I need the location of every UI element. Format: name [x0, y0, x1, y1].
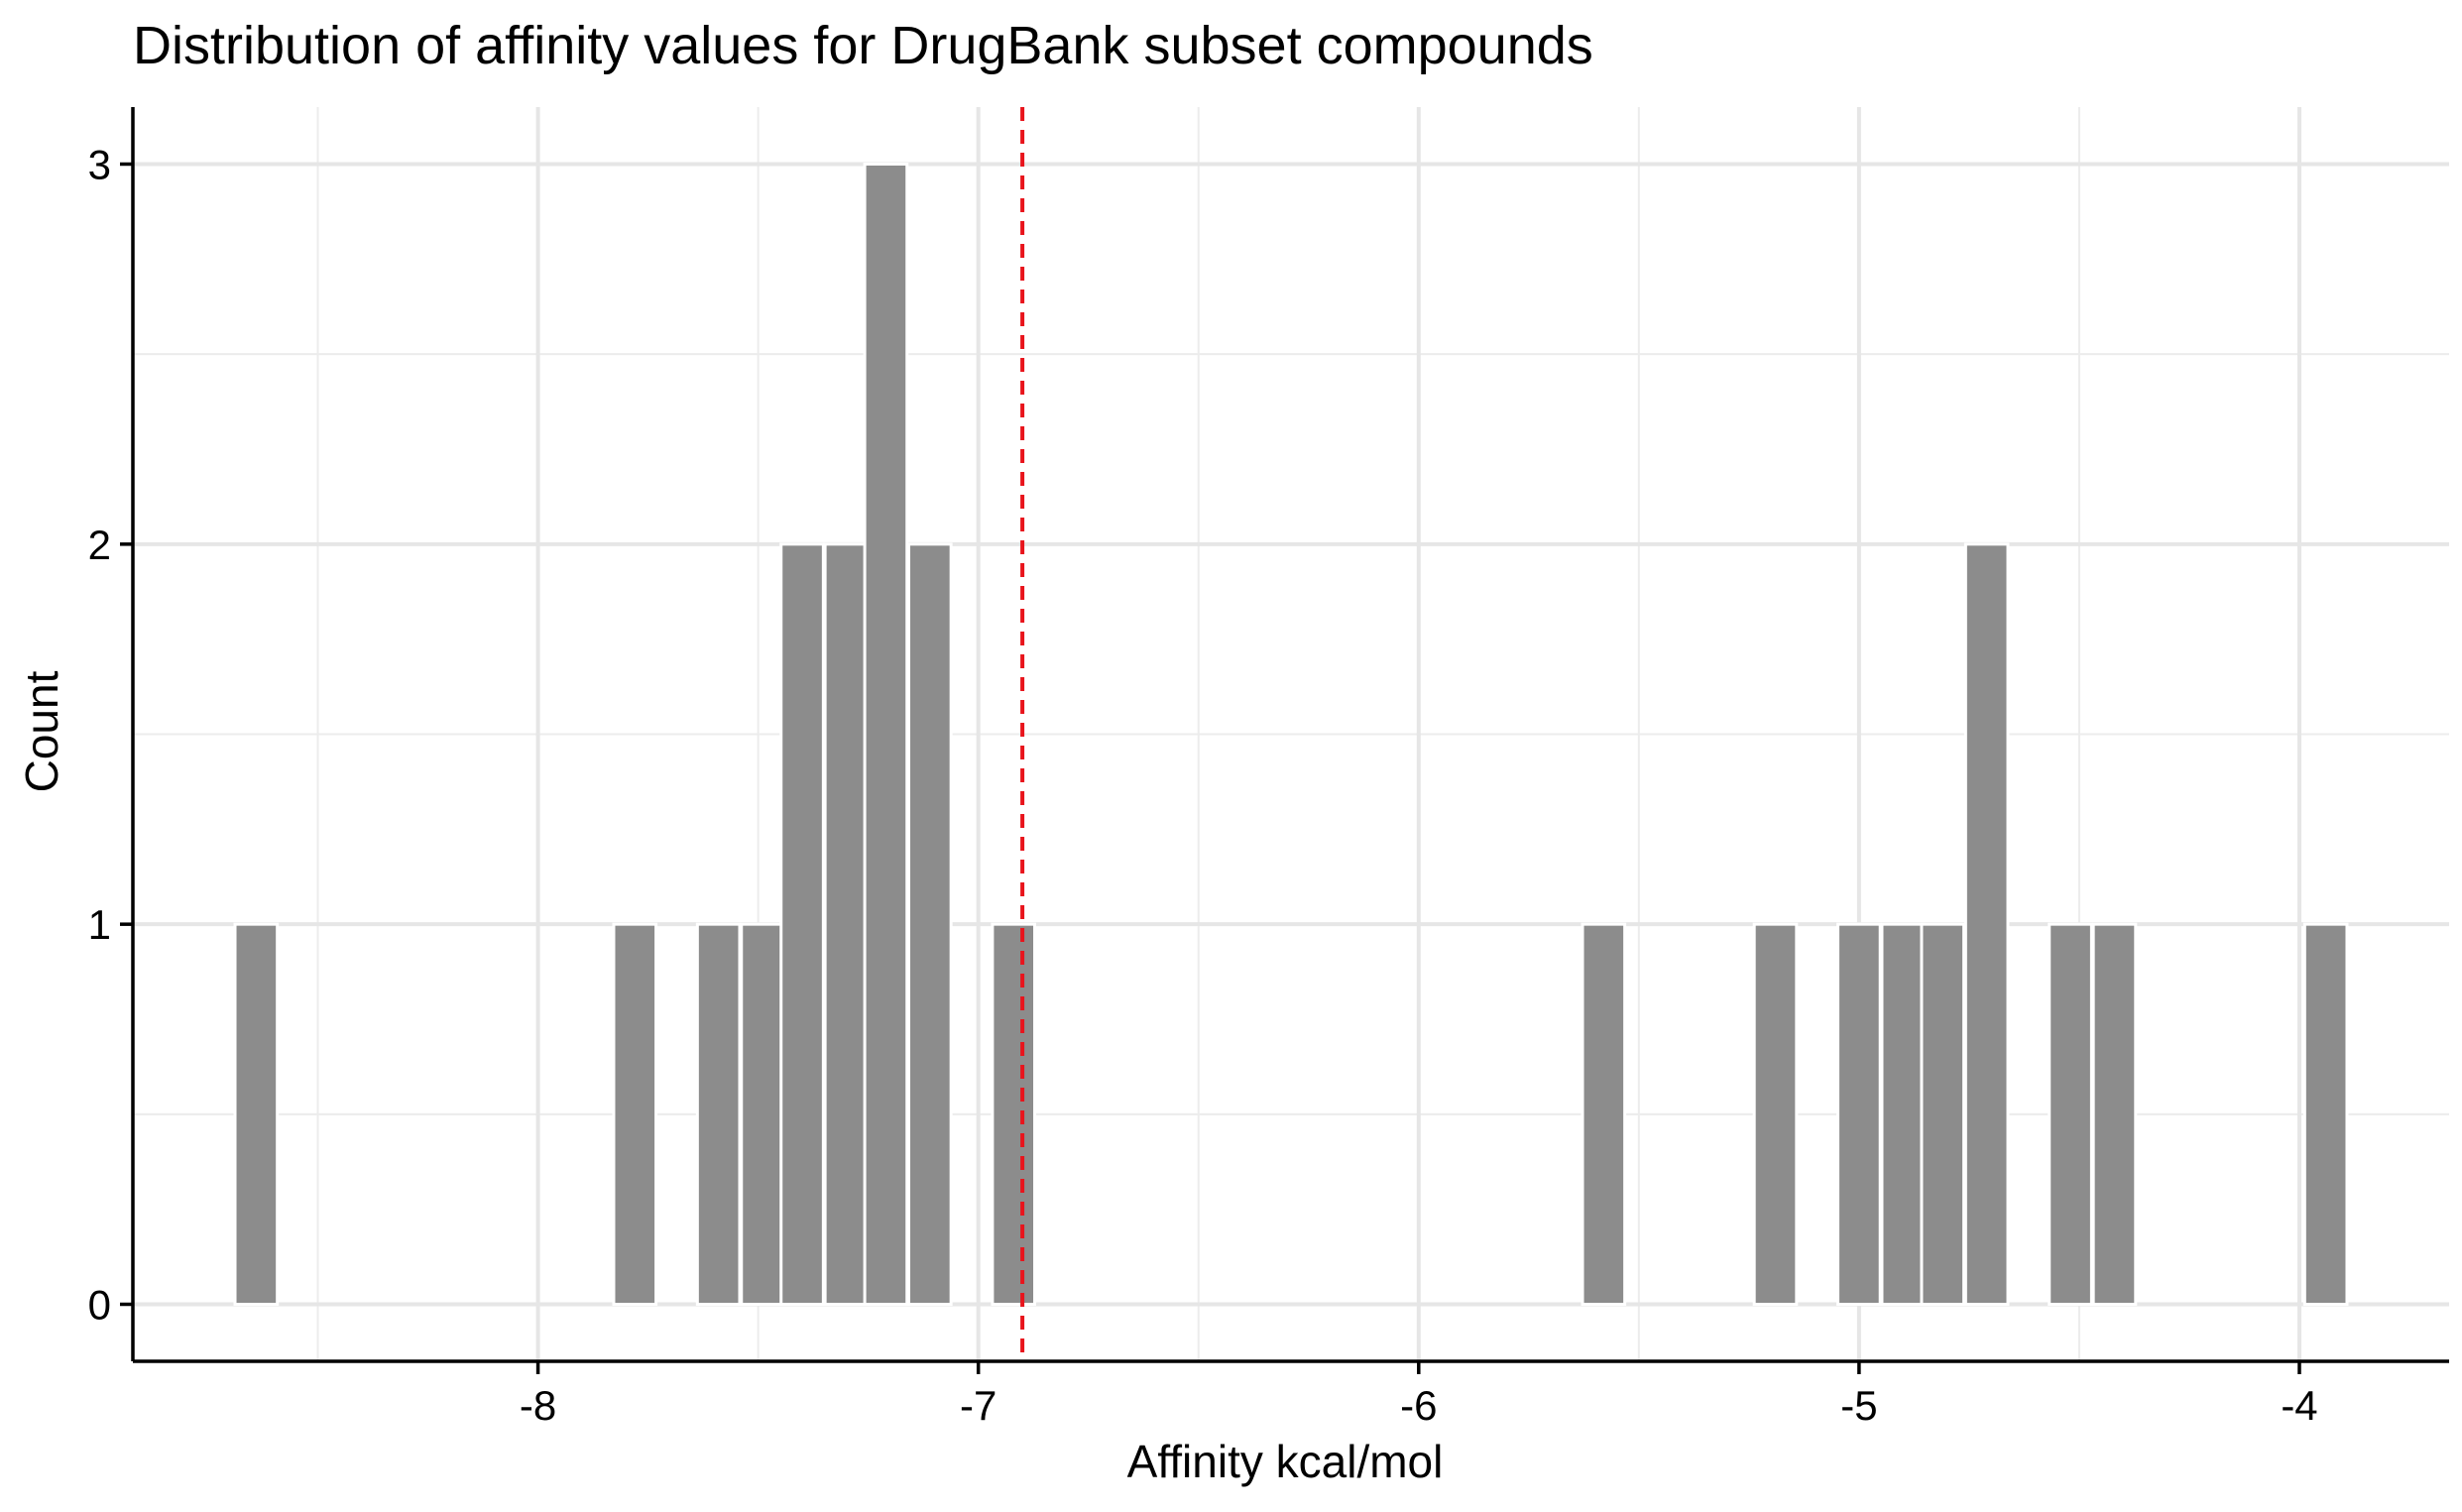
- histogram-bar: [907, 542, 953, 1306]
- axes: [131, 107, 2449, 1363]
- histogram-bar: [1752, 922, 1799, 1307]
- y-tick-label: 0: [88, 1282, 111, 1329]
- x-tick-label: -7: [960, 1382, 997, 1429]
- y-axis-ticks: 0 1 2 3: [88, 142, 133, 1329]
- histogram-bar: [779, 542, 825, 1306]
- histogram-bar: [2048, 922, 2093, 1307]
- y-axis-label: Count: [16, 670, 67, 792]
- histogram-bar: [695, 922, 742, 1307]
- histogram-bar: [991, 922, 1037, 1307]
- histogram-bars: [233, 163, 2349, 1307]
- y-tick-label: 1: [88, 901, 111, 948]
- histogram-bar: [1581, 922, 1627, 1307]
- histogram-bar: [1836, 922, 1882, 1307]
- histogram-bar: [1963, 542, 2010, 1306]
- x-axis-ticks: -8 -7 -6 -5 -4: [520, 1361, 2318, 1429]
- histogram-bar: [2302, 922, 2349, 1307]
- histogram-bar: [2091, 922, 2138, 1307]
- histogram-bar: [1920, 922, 1966, 1307]
- histogram-bar: [233, 922, 280, 1307]
- chart-title: Distribution of affinity values for Drug…: [133, 16, 1593, 75]
- y-tick-label: 3: [88, 142, 111, 188]
- histogram-bar: [612, 922, 658, 1307]
- histogram-bar: [863, 163, 909, 1306]
- histogram-bar: [823, 542, 870, 1306]
- x-tick-label: -6: [1400, 1382, 1437, 1429]
- x-tick-label: -4: [2281, 1382, 2317, 1429]
- x-axis-label: Affinity kcal/mol: [1127, 1436, 1444, 1487]
- histogram-bar: [740, 922, 785, 1307]
- histogram-bar: [1880, 922, 1927, 1307]
- x-tick-label: -8: [520, 1382, 556, 1429]
- x-tick-label: -5: [1840, 1382, 1877, 1429]
- minor-gridlines: [133, 107, 2449, 1361]
- y-tick-label: 2: [88, 522, 111, 568]
